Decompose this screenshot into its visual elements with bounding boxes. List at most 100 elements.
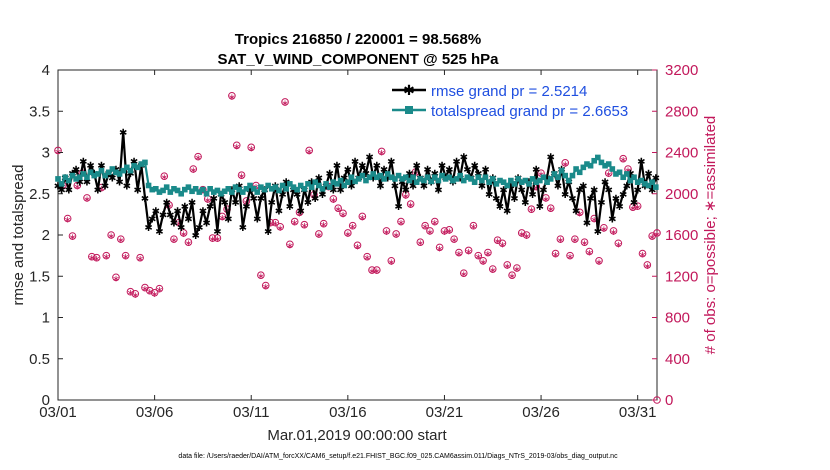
spread-point (468, 176, 474, 182)
obs-possible-point (339, 209, 347, 218)
obs-possible-point (88, 252, 96, 261)
obs-possible-point (435, 243, 444, 252)
obs-assimilated-point: ∗ (276, 224, 284, 234)
obs-possible-point (208, 234, 217, 242)
rmse-point: ✱ (347, 182, 355, 193)
obs-assimilated-point: ∗ (296, 209, 304, 219)
rmse-point: ✱ (278, 190, 286, 201)
spread-point (145, 182, 152, 189)
spread-point (247, 182, 253, 189)
rmse-point: ✱ (554, 182, 562, 193)
obs-possible-point (155, 284, 164, 293)
spread-point (171, 186, 177, 192)
obs-assimilated-point: ∗ (436, 244, 444, 254)
spread-point (167, 189, 174, 195)
spread-point (366, 174, 373, 181)
spread-point (424, 174, 431, 181)
spread-point (399, 176, 405, 182)
obs-assimilated-point: ∗ (291, 219, 299, 229)
spread-point (156, 189, 163, 195)
spread-point (301, 186, 308, 192)
legend-entry-rmse: ✱ rmse grand pr = 2.5214 (392, 83, 587, 100)
obs-assimilated-point: ∗ (494, 237, 502, 247)
obs-possible-point (551, 249, 560, 258)
y-right-tick-label: 1200 (665, 268, 698, 285)
rmse-point: ✱ (623, 182, 631, 193)
rmse-point: ✱ (507, 182, 515, 193)
legend: ✱ rmse grand pr = 2.5214 totalspread gra… (392, 83, 628, 120)
obs-assimilated-point: ∗ (450, 236, 458, 246)
x-tick-label: 03/26 (522, 404, 560, 421)
rmse-point: ✱ (126, 169, 134, 180)
rmse-point: ✱ (242, 202, 250, 213)
obs-assimilated-point: ∗ (74, 183, 82, 193)
obs-assimilated-point: ∗ (455, 250, 463, 260)
spread-point (395, 172, 402, 179)
rmse-point: ✱ (134, 186, 142, 197)
obs-assimilated-point: ∗ (286, 241, 294, 251)
spread-point (80, 171, 87, 177)
spread-point (192, 186, 199, 192)
obs-assimilated-point: ∗ (629, 204, 637, 214)
obs-possible-point (508, 271, 516, 280)
spread-point (131, 162, 137, 169)
spread-point (508, 177, 514, 184)
rmse-point: ✱ (402, 186, 410, 197)
chart-title: Tropics 216850 / 220001 = 98.568% (235, 31, 481, 48)
rmse-point: ✱ (210, 194, 218, 205)
rmse-point: ✱ (376, 182, 384, 193)
rmse-point: ✱ (101, 182, 109, 193)
rmse-point: ✱ (181, 202, 189, 213)
obs-assimilated-point: ∗ (281, 99, 289, 109)
rmse-point: ✱ (239, 223, 247, 234)
obs-possible-point (170, 235, 178, 243)
obs-assimilated-point: ∗ (552, 251, 560, 261)
obs-possible-point (68, 232, 77, 240)
obs-possible-point (387, 256, 396, 265)
obs-possible-point (83, 194, 91, 202)
spread-point (62, 174, 69, 181)
obs-assimilated-point: ∗ (557, 236, 565, 246)
y-right-tick-label: 800 (665, 310, 690, 327)
obs-possible-point (614, 239, 623, 248)
obs-possible-point (416, 238, 425, 247)
obs-possible-point (319, 219, 328, 228)
rmse-point: ✱ (119, 128, 127, 139)
rmse-point: ✱ (608, 215, 616, 226)
rmse-point: ✱ (86, 161, 94, 172)
obs-possible-point (585, 247, 594, 256)
obs-possible-point (228, 91, 236, 100)
spread-point (352, 178, 358, 185)
obs-possible-point (131, 289, 140, 298)
obs-assimilated-point: ∗ (484, 250, 492, 260)
spread-point (359, 172, 366, 179)
spread-point (243, 186, 250, 192)
obs-assimilated-point: ∗ (247, 144, 255, 154)
obs-possible-point (653, 229, 661, 237)
obs-assimilated-point: ∗ (566, 253, 574, 263)
rmse-point: ✱ (452, 157, 460, 168)
rmse-point: ✱ (481, 165, 489, 176)
y-tick-label: 0 (42, 392, 50, 409)
spread-point (84, 174, 90, 181)
spread-point (185, 184, 192, 190)
obs-possible-point (445, 226, 454, 234)
rmse-point: ✱ (177, 223, 185, 234)
obs-assimilated-point: ∗ (378, 148, 386, 158)
spread-point (55, 176, 61, 182)
rmse-point: ✱ (463, 165, 471, 176)
rmse-point: ✱ (159, 210, 167, 221)
obs-possible-point (643, 261, 652, 269)
obs-possible-point (392, 230, 400, 238)
rmse-point: ✱ (420, 182, 428, 193)
obs-assimilated-point: ∗ (581, 239, 589, 249)
spread-point (526, 181, 532, 187)
spread-point (493, 181, 500, 187)
rmse-point: ✱ (173, 206, 181, 217)
obs-assimilated-point: ∗ (600, 225, 608, 235)
obs-assimilated-point: ∗ (156, 286, 164, 296)
obs-possible-point (633, 202, 642, 210)
rmse-point: ✱ (532, 165, 540, 176)
rmse-point: ✱ (282, 177, 290, 188)
rmse-point: ✱ (434, 186, 442, 197)
